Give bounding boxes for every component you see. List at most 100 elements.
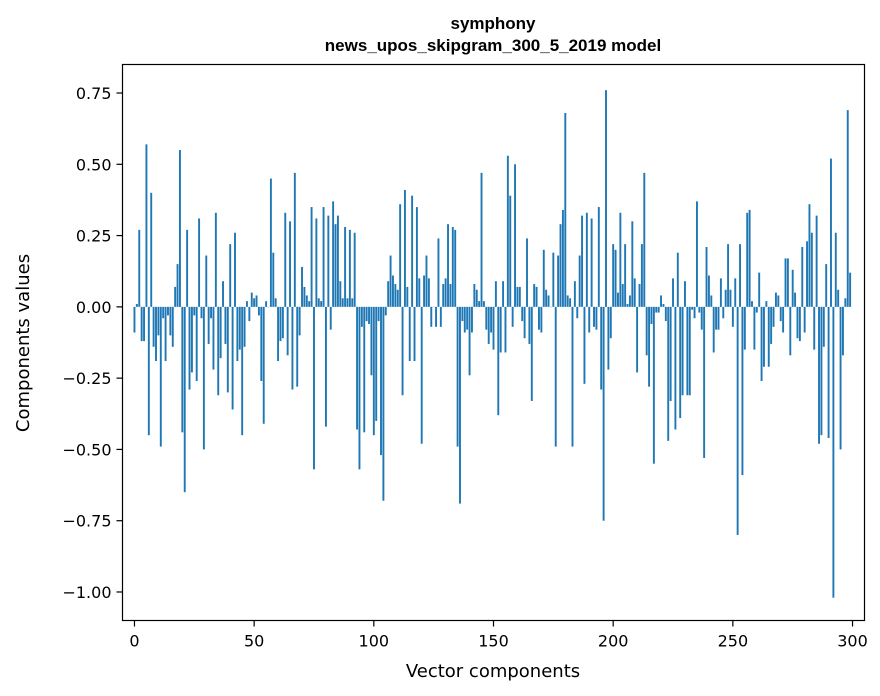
bar <box>492 306 495 350</box>
bar <box>554 306 557 447</box>
bar <box>152 306 155 347</box>
bar <box>253 298 256 307</box>
bar <box>547 295 550 307</box>
bar <box>157 306 160 336</box>
bar <box>557 255 560 307</box>
bar <box>538 306 540 330</box>
bar <box>518 286 521 307</box>
bar <box>336 215 339 307</box>
bar <box>648 306 651 387</box>
bar <box>494 281 497 307</box>
bar <box>839 306 842 450</box>
bar <box>435 306 438 327</box>
bar <box>727 244 730 307</box>
bar <box>248 306 251 322</box>
bar <box>504 306 507 353</box>
bar <box>305 295 308 307</box>
bar <box>779 306 782 322</box>
bar <box>482 301 485 307</box>
bar <box>425 255 428 307</box>
chart-subtitle: news_upos_skipgram_300_5_2019 model <box>325 36 661 55</box>
bar <box>190 306 193 373</box>
bar <box>540 306 543 333</box>
bar <box>631 221 634 307</box>
bar <box>169 306 172 336</box>
bar <box>528 306 531 344</box>
bar <box>837 289 840 307</box>
bar <box>296 306 299 387</box>
bar <box>695 201 698 307</box>
bar <box>205 255 208 307</box>
bar <box>609 306 612 339</box>
bar <box>657 306 660 313</box>
bar <box>315 218 318 307</box>
bar <box>774 292 777 307</box>
bar <box>291 306 294 390</box>
bar <box>581 215 584 307</box>
bar <box>447 224 449 307</box>
bar <box>202 306 205 450</box>
bar <box>487 306 490 344</box>
bar <box>655 306 658 313</box>
bar <box>363 306 366 433</box>
bar <box>734 278 737 307</box>
bar <box>303 286 306 307</box>
bar <box>585 212 588 307</box>
bar <box>801 246 804 307</box>
x-tick-label: 0 <box>129 632 139 651</box>
bar <box>715 306 718 330</box>
bar <box>612 244 615 307</box>
bar <box>576 306 579 319</box>
bar <box>669 306 672 401</box>
bar <box>463 306 466 333</box>
bar <box>633 278 636 307</box>
bar <box>691 306 694 310</box>
bar <box>717 306 720 330</box>
bar <box>260 306 263 381</box>
bar <box>155 306 157 362</box>
bar <box>444 278 447 307</box>
bar <box>564 112 567 307</box>
bar <box>731 306 734 327</box>
bar <box>375 306 378 421</box>
bar <box>617 292 619 307</box>
bar <box>698 306 701 313</box>
bar <box>849 272 852 307</box>
bar <box>401 306 404 396</box>
bar <box>686 306 689 396</box>
bar <box>729 289 732 307</box>
bar <box>490 306 493 333</box>
bar <box>427 278 430 307</box>
bar <box>289 221 291 307</box>
x-axis: 0 50 100 150 200 250 300 <box>129 620 868 651</box>
bar <box>437 238 440 307</box>
bar <box>707 275 710 307</box>
bar <box>210 306 213 319</box>
bar <box>614 249 617 307</box>
bar <box>387 281 390 307</box>
bar <box>423 275 426 307</box>
x-tick-label: 50 <box>244 632 264 651</box>
bar <box>619 212 622 307</box>
bar <box>542 249 545 307</box>
bar <box>272 252 275 307</box>
bar <box>171 306 174 347</box>
bar <box>710 295 713 307</box>
bar <box>181 306 184 433</box>
bar <box>667 306 670 441</box>
bar <box>346 298 349 307</box>
y-tick-label: 0.50 <box>76 155 112 174</box>
bar <box>143 306 145 342</box>
bar <box>332 201 335 307</box>
bar <box>145 144 148 307</box>
bar <box>451 227 454 307</box>
bar <box>645 306 648 356</box>
bar <box>231 306 234 410</box>
bar <box>241 306 244 436</box>
bar <box>772 306 775 327</box>
bar <box>281 306 284 339</box>
bar <box>820 306 823 436</box>
bar <box>198 218 201 307</box>
bar <box>370 306 373 376</box>
bar <box>573 281 576 307</box>
